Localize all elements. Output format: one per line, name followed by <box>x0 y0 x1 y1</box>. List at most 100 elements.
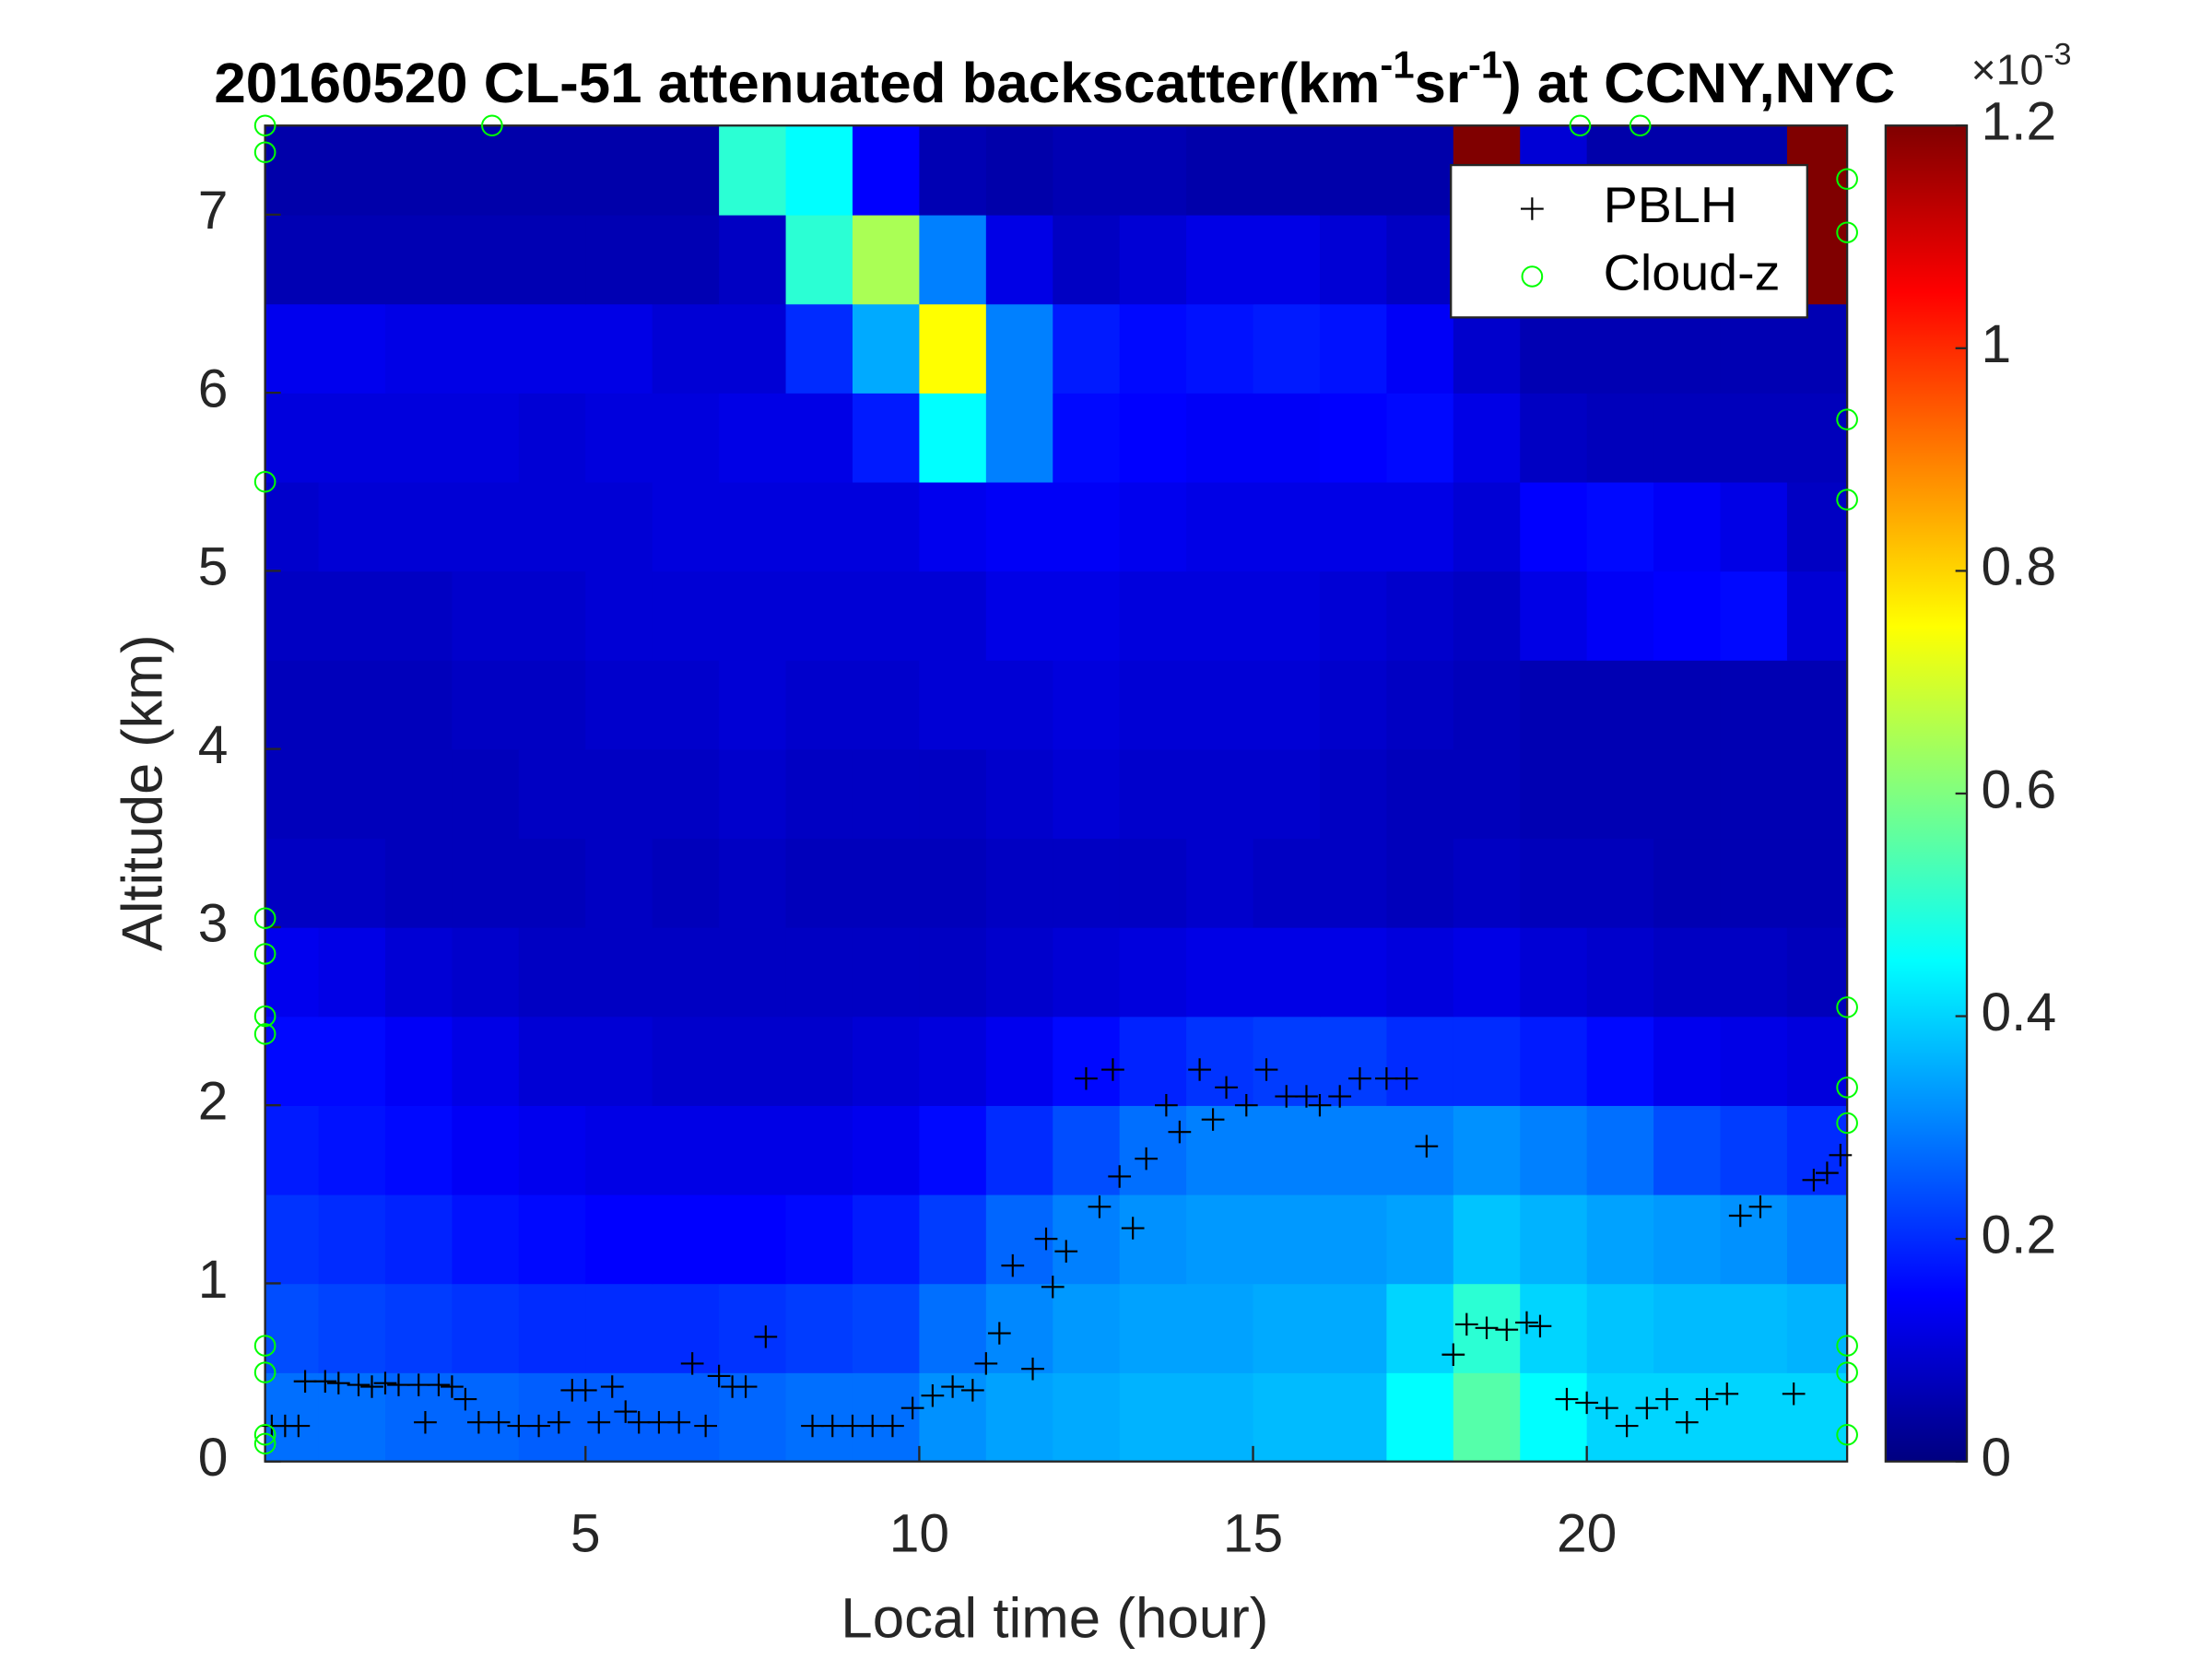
pblh-marker <box>1829 1144 1853 1167</box>
heat-cell <box>1520 1372 1588 1462</box>
heat-cell <box>985 481 1054 572</box>
heat-cell <box>1720 1194 1788 1285</box>
heat-cell <box>585 660 653 750</box>
heat-cell <box>1653 1016 1722 1106</box>
heat-cell <box>1186 838 1254 928</box>
heat-cell <box>318 1016 386 1106</box>
heat-cell <box>318 303 386 394</box>
heat-cell <box>318 125 386 216</box>
heat-cell <box>1786 1105 1848 1195</box>
heat-cell <box>1720 571 1788 661</box>
heat-cell <box>1453 481 1522 572</box>
heat-cell <box>585 838 653 928</box>
heat-cell <box>1253 481 1321 572</box>
heat-cell <box>785 660 853 750</box>
heat-cell <box>985 748 1054 840</box>
pblh-marker <box>1515 1311 1538 1335</box>
heat-cell <box>985 303 1054 394</box>
cloud-marker <box>253 141 276 163</box>
heat-cell <box>1319 303 1388 394</box>
heat-cell <box>1453 1105 1522 1195</box>
heat-cell <box>1453 748 1522 840</box>
heat-cell <box>384 481 453 572</box>
pblh-marker <box>587 1410 611 1434</box>
heat-cell <box>384 748 453 840</box>
heat-cell <box>1586 481 1654 572</box>
y-tick-label: 4 <box>198 715 229 775</box>
heat-cell <box>518 838 587 928</box>
heat-cell <box>1520 571 1588 661</box>
heat-cell <box>785 748 853 840</box>
heat-cell <box>452 838 520 928</box>
pblh-marker <box>1528 1314 1552 1338</box>
pblh-marker <box>313 1370 337 1393</box>
heat-cell <box>452 393 520 483</box>
heat-cell <box>785 1105 853 1195</box>
heat-cell <box>719 1105 787 1195</box>
heat-cell <box>1453 1194 1522 1285</box>
heat-cell <box>318 1283 386 1373</box>
heat-cell <box>1186 748 1254 840</box>
heat-cell <box>785 1372 853 1462</box>
heat-cell <box>785 1016 853 1106</box>
heat-cell <box>652 1283 720 1373</box>
heat-cell <box>1119 660 1187 750</box>
heat-cell <box>265 125 320 216</box>
pblh-marker <box>881 1414 904 1438</box>
heat-cell <box>585 393 653 483</box>
cloud-marker <box>253 1361 276 1383</box>
heat-cell <box>785 393 853 483</box>
heat-cell <box>1586 393 1654 483</box>
heat-cell <box>852 303 921 394</box>
heat-cell <box>585 1194 653 1285</box>
heat-cell <box>1386 748 1454 840</box>
pblh-marker <box>1635 1396 1659 1419</box>
heat-cell <box>452 1194 520 1285</box>
pblh-marker <box>1155 1093 1178 1117</box>
heat-cell <box>1786 1372 1848 1462</box>
heat-cell <box>1186 1372 1254 1462</box>
heat-cell <box>265 481 320 572</box>
heat-cell <box>719 1016 787 1106</box>
heat-cell <box>1186 125 1254 216</box>
heat-cell <box>1053 303 1121 394</box>
pblh-marker <box>647 1410 671 1434</box>
pblh-marker <box>614 1400 638 1423</box>
pblh-marker <box>1188 1058 1211 1081</box>
x-tick-label: 15 <box>1223 1504 1283 1564</box>
pblh-marker <box>467 1410 490 1434</box>
heat-cell <box>852 125 921 216</box>
heat-cell <box>785 214 853 305</box>
heat-cell <box>1053 1016 1121 1106</box>
heat-cell <box>1319 748 1388 840</box>
heat-cell <box>919 660 987 750</box>
cloud-marker <box>481 114 503 136</box>
heat-cell <box>919 481 987 572</box>
heatmap <box>265 125 1848 1462</box>
pblh-marker <box>1041 1276 1065 1299</box>
heat-cell <box>1786 1016 1848 1106</box>
heat-cell <box>1586 838 1654 928</box>
y-tick-label: 7 <box>198 181 229 241</box>
heat-cell <box>452 481 520 572</box>
heat-cell <box>1253 303 1321 394</box>
heat-cell <box>919 303 987 394</box>
pblh-marker <box>1168 1120 1192 1144</box>
heat-cell <box>585 748 653 840</box>
heat-cell <box>1053 571 1121 661</box>
heat-cell <box>384 660 453 750</box>
pblh-marker <box>453 1387 477 1411</box>
heat-cell <box>1653 1283 1722 1373</box>
heat-cell <box>585 303 653 394</box>
heat-cell <box>1186 1194 1254 1285</box>
chart-title: 20160520 CL-51 attenuated backscatter(km… <box>214 43 1895 115</box>
heat-cell <box>1520 481 1588 572</box>
heat-cell <box>1653 1105 1722 1195</box>
colorbar-tick-label: 0 <box>1981 1428 2011 1488</box>
heat-cell <box>1319 125 1388 216</box>
heat-cell <box>719 1194 787 1285</box>
heat-cell <box>1053 393 1121 483</box>
heat-cell <box>719 838 787 928</box>
heat-cell <box>1586 303 1654 394</box>
